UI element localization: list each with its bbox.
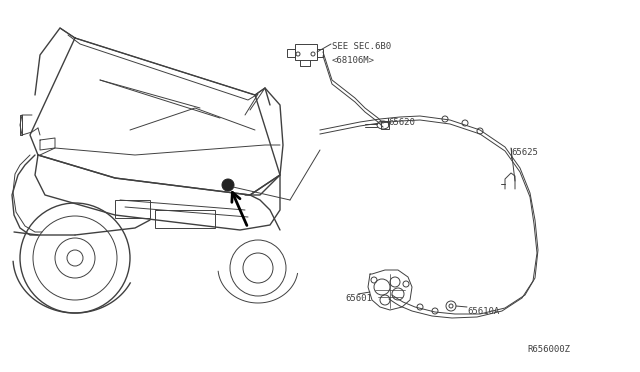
Text: 65625: 65625 (511, 148, 538, 157)
Bar (381, 121, 389, 129)
Text: SEE SEC.6B0: SEE SEC.6B0 (332, 42, 391, 51)
Text: R656000Z: R656000Z (527, 345, 570, 354)
Text: <68106M>: <68106M> (332, 56, 375, 65)
Bar (295, 44, 317, 60)
Bar (155, 210, 215, 228)
Circle shape (222, 179, 234, 191)
Bar (115, 200, 150, 218)
Bar (317, 49, 323, 57)
Text: 65610A: 65610A (467, 307, 499, 316)
Bar (287, 49, 295, 57)
Text: 65601: 65601 (345, 294, 372, 303)
Text: 65620: 65620 (388, 118, 415, 127)
